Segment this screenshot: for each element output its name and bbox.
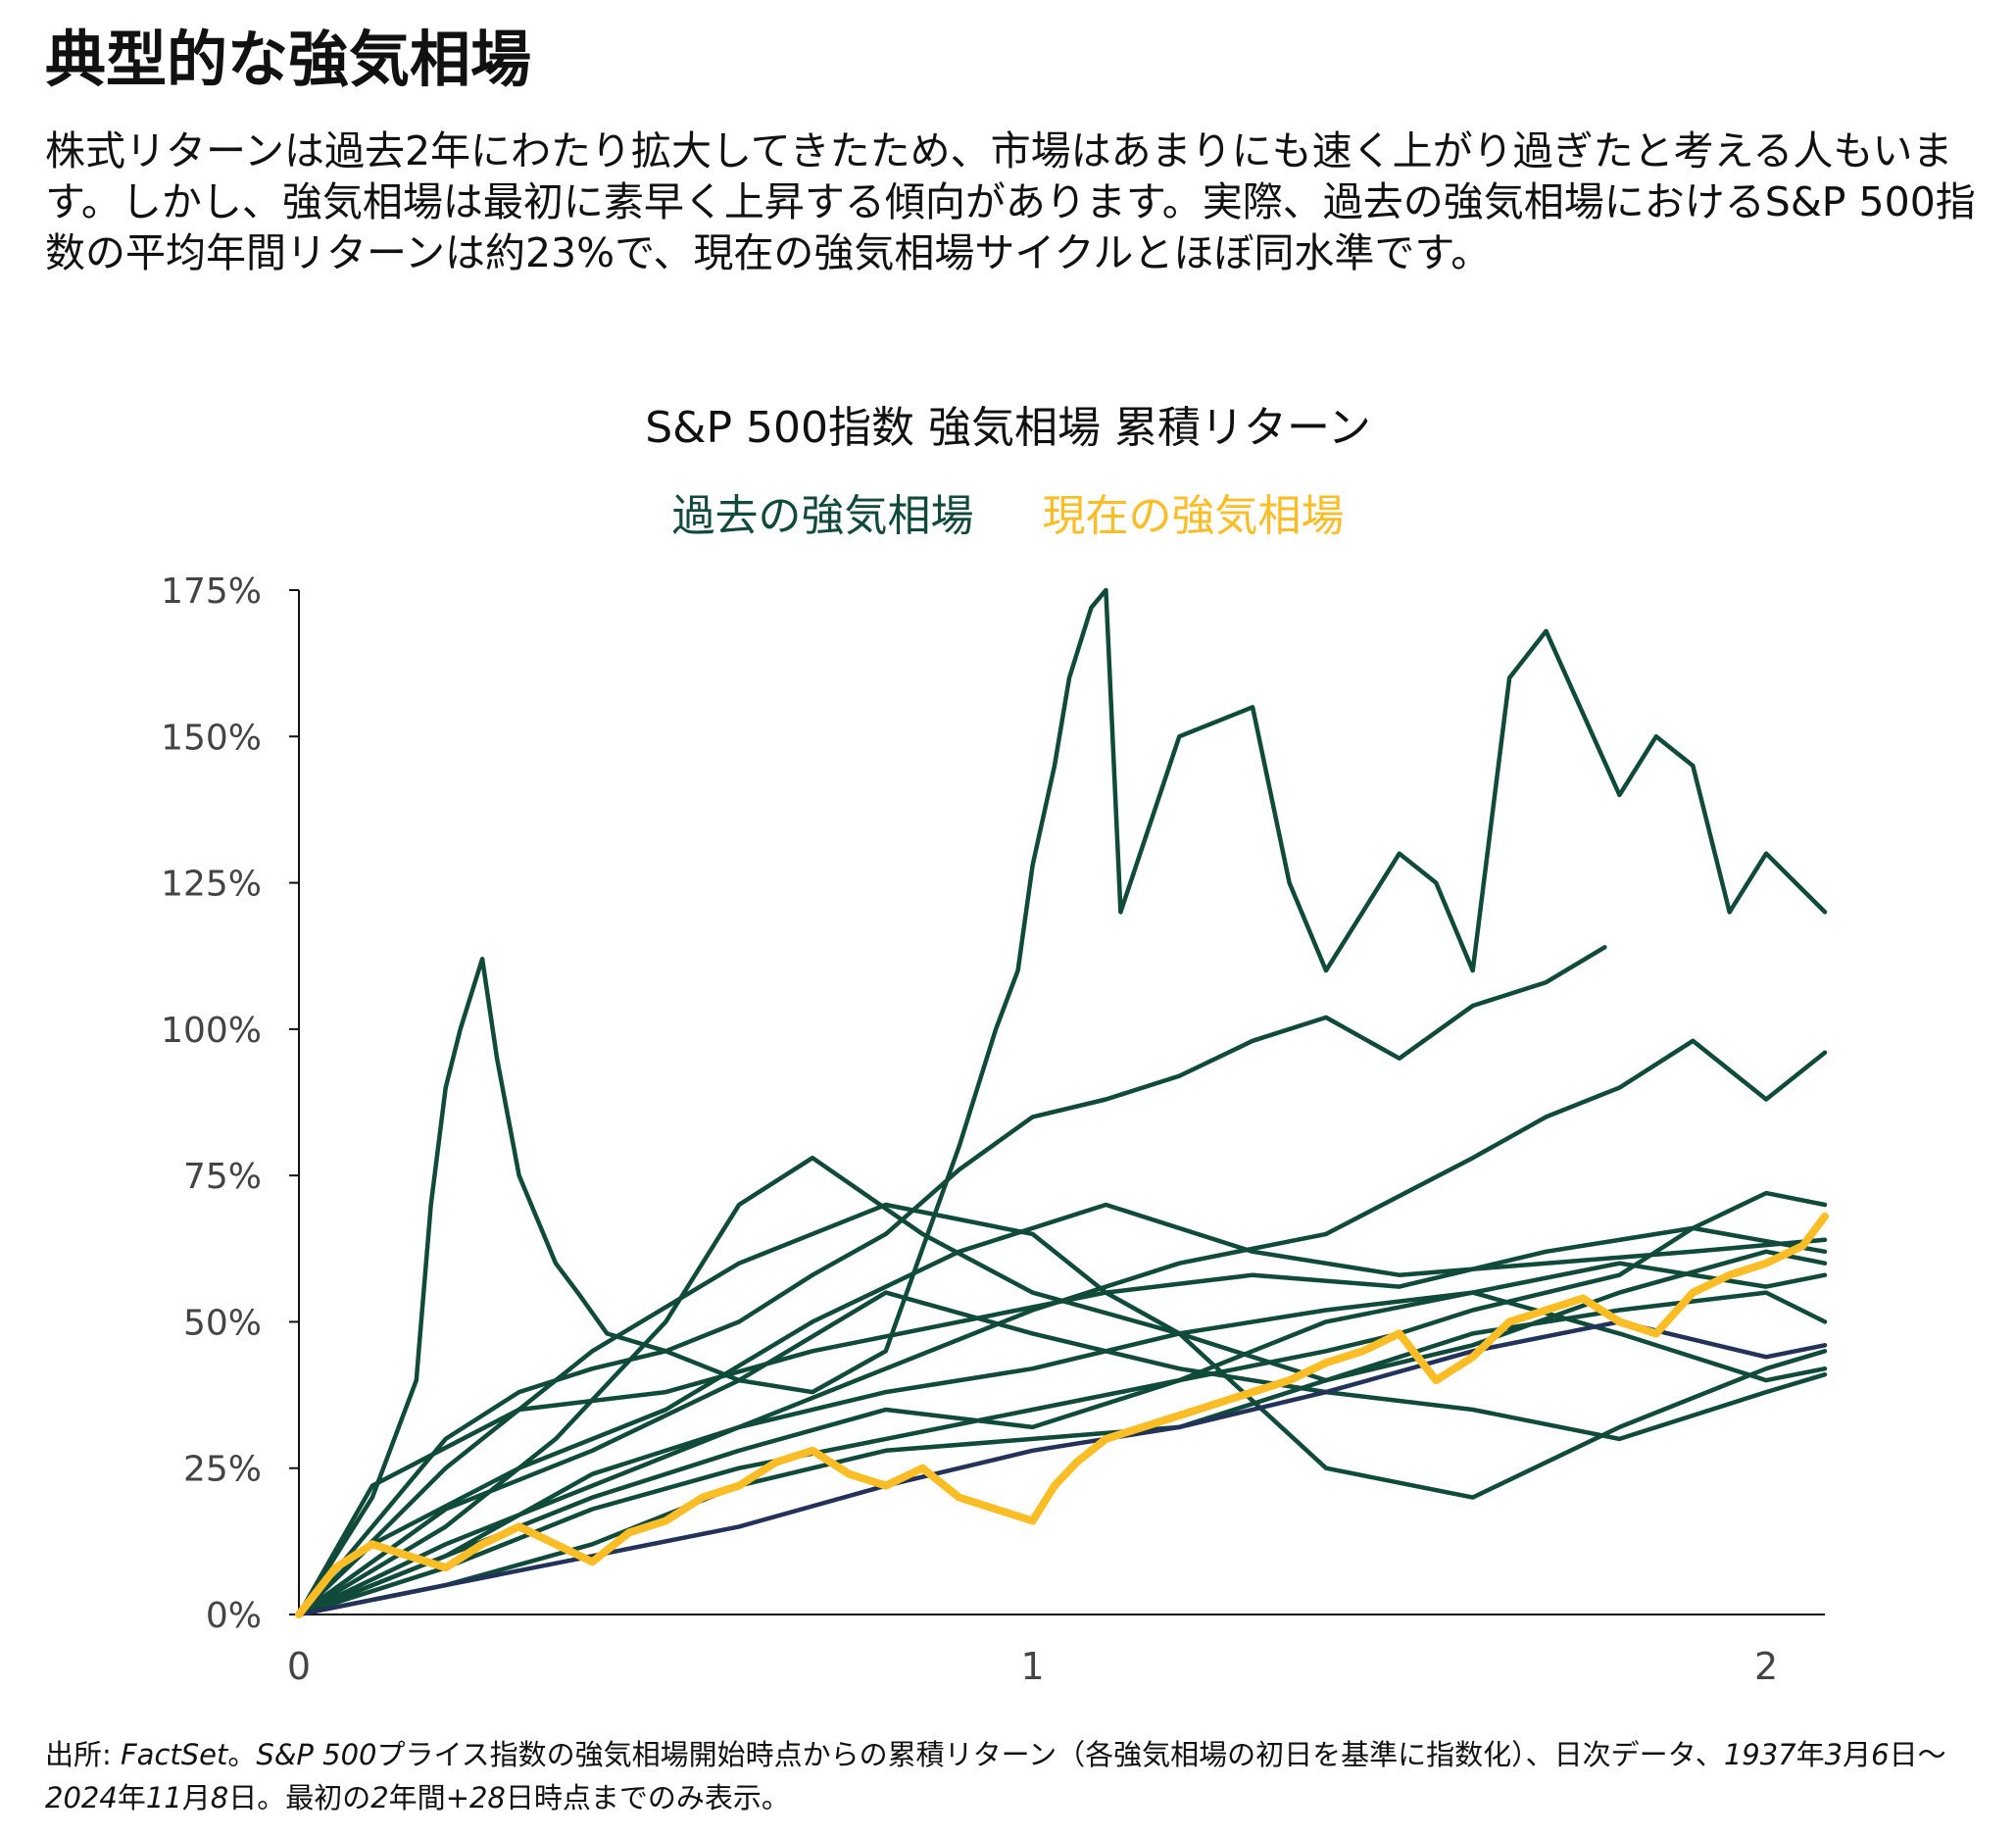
- y-tick-label: 75%: [183, 1157, 262, 1197]
- x-tick-label: 0: [287, 1645, 311, 1688]
- y-tick-label: 25%: [183, 1450, 262, 1490]
- y-tick-label: 150%: [161, 718, 262, 758]
- past-bull-market-line: [296, 1038, 1828, 1617]
- y-tick-label: 100%: [161, 1011, 262, 1051]
- past-bull-market-line: [296, 1202, 1828, 1617]
- past-bull-market-line: [296, 945, 1607, 1617]
- past-bull-market-line: [296, 1155, 1828, 1617]
- y-tick-label: 0%: [206, 1596, 262, 1636]
- current-bull-market-line: [295, 1212, 1829, 1618]
- source-note: 出所: FactSet。S&P 500プライス指数の強気相場開始時点からの累積リ…: [45, 1738, 1946, 1814]
- past-bull-market-line: [296, 1190, 1828, 1617]
- past-bull-market-line: [296, 1225, 1828, 1617]
- past-bull-market-line: [296, 587, 1828, 1617]
- x-tick-label: 1: [1020, 1645, 1044, 1688]
- legend-item-past: 過去の強気相場: [671, 491, 974, 541]
- headline: 典型的な強気相場: [45, 24, 532, 95]
- x-tick-label: 2: [1754, 1645, 1778, 1688]
- past-bull-market-line: [296, 1319, 1828, 1617]
- body-text: 株式リターンは過去2年にわたり拡大してきたため、市場はあまりにも速く上がり過ぎた…: [45, 127, 1976, 276]
- y-tick-label: 175%: [161, 571, 262, 612]
- chart-title: S&P 500指数 強気相場 累積リターン: [645, 403, 1371, 453]
- chart-legend: 過去の強気相場 現在の強気相場: [0, 480, 2016, 543]
- past-bull-market-line: [296, 1261, 1828, 1617]
- y-tick-label: 50%: [183, 1303, 262, 1343]
- y-tick-label: 125%: [161, 865, 262, 905]
- line-chart: 0% 25% 50% 75% 100% 125% 150% 175% 0 1 2: [161, 571, 1829, 1688]
- legend-item-current: 現在の強気相場: [1042, 491, 1345, 541]
- past-bull-market-line: [296, 1290, 1828, 1617]
- past-bull-market-line: [296, 1290, 1828, 1617]
